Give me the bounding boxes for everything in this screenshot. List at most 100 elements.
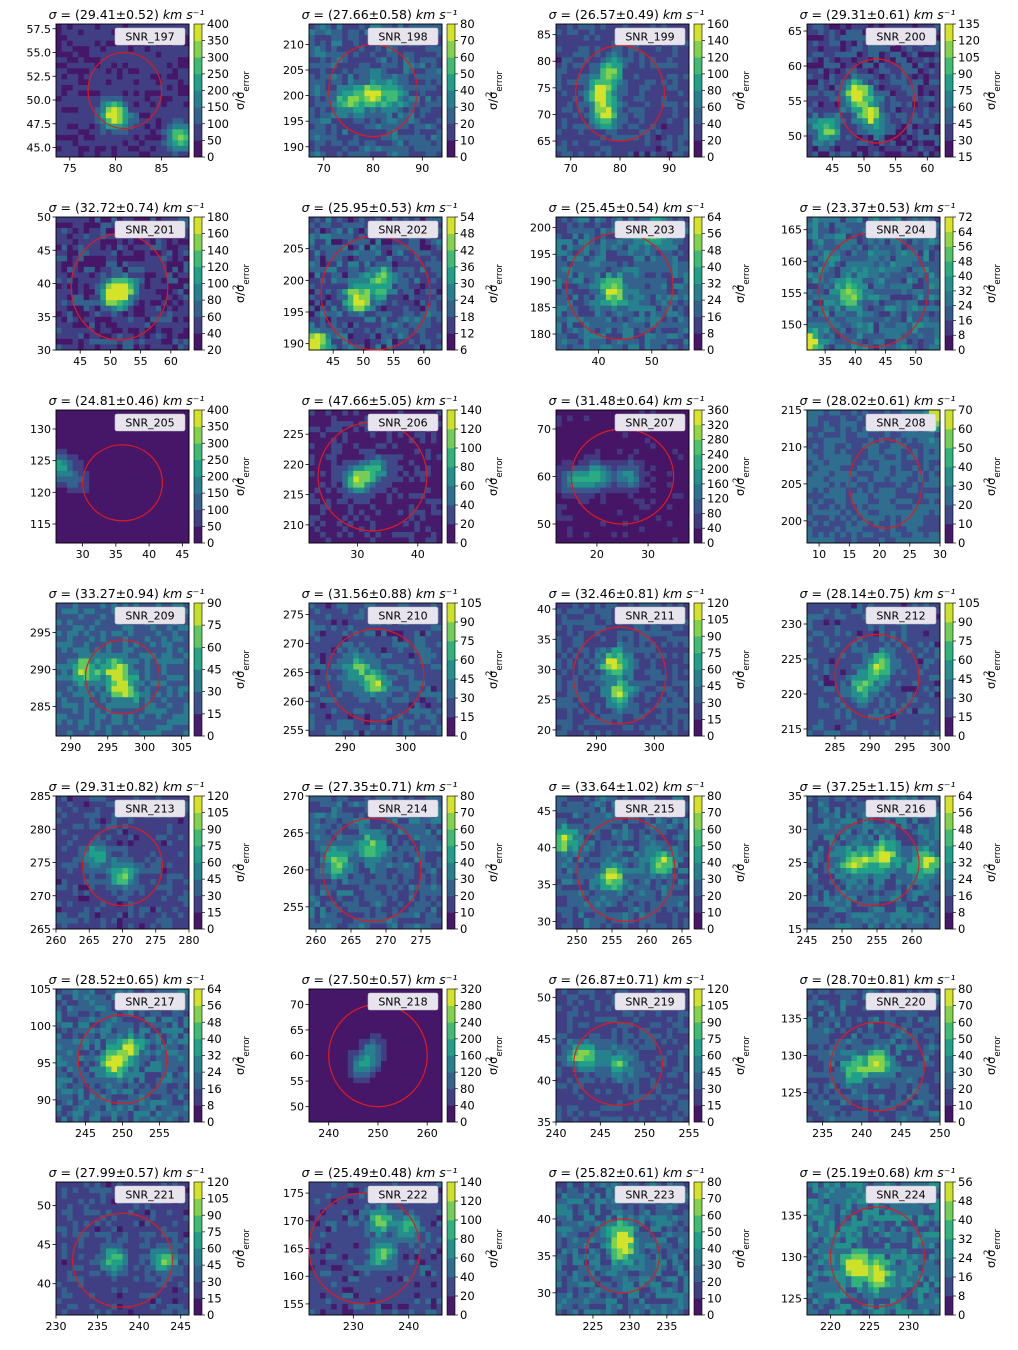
heatmap-cell <box>829 317 835 323</box>
heatmap-cell <box>100 30 106 36</box>
heatmap-cell <box>573 118 579 124</box>
heatmap-cell <box>337 52 343 58</box>
heatmap-cell <box>117 261 123 267</box>
heatmap-cell <box>562 328 568 334</box>
heatmap-cell <box>117 113 123 119</box>
heatmap-cell <box>813 239 819 245</box>
heatmap-cell <box>326 333 332 339</box>
heatmap-cell <box>650 250 656 256</box>
heatmap-cell <box>656 339 662 345</box>
heatmap-cell <box>359 24 365 30</box>
heatmap-cell <box>167 322 173 328</box>
x-tick-label: 50 <box>909 355 923 368</box>
heatmap-cell <box>315 91 321 97</box>
heatmap-cell <box>623 96 629 102</box>
heatmap-cell <box>95 267 101 273</box>
heatmap-cell <box>183 289 189 295</box>
heatmap-cell <box>172 289 178 295</box>
heatmap-cell <box>78 151 84 157</box>
heatmap-cell <box>56 96 62 102</box>
heatmap-cell <box>353 300 359 306</box>
heatmap-cell <box>562 267 568 273</box>
heatmap-cell <box>123 317 129 323</box>
heatmap-cell <box>934 102 940 108</box>
heatmap-cell <box>829 146 835 152</box>
heatmap-cell <box>78 284 84 290</box>
heatmap-cell <box>562 74 568 80</box>
heatmap-cell <box>392 272 398 278</box>
heatmap-cell <box>337 322 343 328</box>
heatmap-cell <box>678 278 684 284</box>
heatmap-cell <box>556 96 562 102</box>
heatmap-cell <box>874 52 880 58</box>
heatmap-cell <box>387 118 393 124</box>
heatmap-cell <box>824 74 830 80</box>
heatmap-cell <box>578 85 584 91</box>
heatmap-cell <box>606 102 612 108</box>
heatmap-cell <box>890 256 896 262</box>
x-tick-label: 50 <box>857 162 871 175</box>
heatmap-cell <box>309 24 315 30</box>
heatmap-cell <box>337 272 343 278</box>
heatmap-cell <box>403 317 409 323</box>
heatmap-cell <box>123 85 129 91</box>
heatmap-cell <box>617 256 623 262</box>
heatmap-cell <box>600 107 606 113</box>
heatmap-cell <box>117 328 123 334</box>
heatmap-cell <box>56 41 62 47</box>
heatmap-cell <box>315 107 321 113</box>
heatmap-cell <box>562 146 568 152</box>
heatmap-cell <box>589 102 595 108</box>
heatmap-cell <box>106 223 112 229</box>
heatmap-cell <box>73 46 79 52</box>
heatmap-cell <box>89 24 95 30</box>
heatmap-cell <box>315 295 321 301</box>
heatmap-cell <box>907 322 913 328</box>
heatmap-cell <box>376 140 382 146</box>
heatmap-cell <box>628 317 634 323</box>
heatmap-cell <box>835 24 841 30</box>
colorbar-tick-label: 0 <box>707 150 714 164</box>
heatmap-cell <box>89 344 95 350</box>
heatmap-cell <box>890 300 896 306</box>
heatmap-cell <box>639 102 645 108</box>
heatmap-cell <box>62 118 68 124</box>
heatmap-cell <box>67 333 73 339</box>
heatmap-cell <box>128 344 134 350</box>
heatmap-cell <box>846 46 852 52</box>
heatmap-cell <box>683 57 689 63</box>
heatmap-cell <box>431 113 437 119</box>
heatmap-cell <box>387 295 393 301</box>
heatmap-cell <box>409 124 415 130</box>
heatmap-cell <box>364 250 370 256</box>
heatmap-cell <box>420 140 426 146</box>
heatmap-cell <box>562 68 568 74</box>
heatmap-cell <box>436 306 442 312</box>
heatmap-cell <box>634 140 640 146</box>
heatmap-cell <box>56 328 62 334</box>
heatmap-cell <box>918 52 924 58</box>
heatmap-cell <box>172 91 178 97</box>
heatmap-cell <box>600 267 606 273</box>
heatmap-cell <box>364 140 370 146</box>
heatmap-cell <box>584 85 590 91</box>
heatmap-cell <box>78 118 84 124</box>
heatmap-cell <box>56 24 62 30</box>
heatmap-cell <box>370 79 376 85</box>
heatmap-cell <box>650 267 656 273</box>
heatmap-cell <box>578 267 584 273</box>
heatmap-cell <box>634 317 640 323</box>
heatmap-cell <box>414 107 420 113</box>
heatmap-cell <box>672 118 678 124</box>
heatmap-cell <box>824 223 830 229</box>
heatmap-cell <box>95 223 101 229</box>
heatmap-cell <box>667 79 673 85</box>
heatmap-cell <box>813 140 819 146</box>
heatmap-cell <box>78 300 84 306</box>
heatmap-cell <box>556 250 562 256</box>
heatmap-cell <box>392 74 398 80</box>
heatmap-cell <box>134 146 140 152</box>
heatmap-cell <box>117 74 123 80</box>
heatmap-cell <box>376 79 382 85</box>
heatmap-cell <box>315 24 321 30</box>
